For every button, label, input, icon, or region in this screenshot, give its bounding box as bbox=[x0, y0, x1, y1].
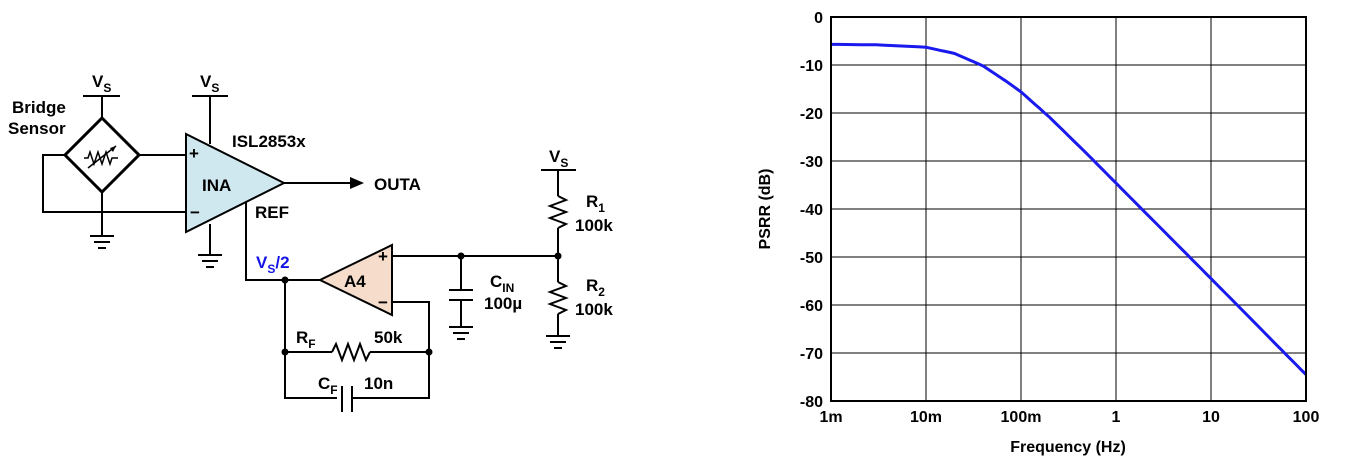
ground-icon bbox=[546, 336, 570, 348]
r2-value: 100k bbox=[575, 300, 613, 319]
vs-half-label: VS/2 bbox=[256, 253, 290, 276]
ina-part-number: ISL2853x bbox=[232, 132, 306, 151]
ref-label: REF bbox=[255, 203, 289, 222]
ground-icon bbox=[90, 236, 114, 248]
x-axis-title: Frequency (Hz) bbox=[1010, 439, 1126, 456]
x-tick-label: 10 bbox=[1202, 409, 1220, 426]
cf-capacitor bbox=[342, 386, 352, 412]
bridge-sensor bbox=[65, 118, 139, 192]
cin-value: 100µ bbox=[484, 294, 522, 313]
cin-capacitor bbox=[449, 290, 473, 300]
cf-value: 10n bbox=[364, 374, 393, 393]
a4-minus-sign: − bbox=[378, 293, 388, 312]
rf-value: 50k bbox=[374, 328, 403, 347]
x-tick-label: 100m bbox=[1001, 409, 1042, 426]
ina-plus-sign: + bbox=[189, 144, 199, 163]
a4-plus-sign: + bbox=[378, 247, 388, 266]
y-tick-label: -30 bbox=[800, 154, 823, 171]
ina-minus-sign: − bbox=[190, 203, 200, 222]
output-label: OUTA bbox=[374, 175, 421, 194]
rf-label: RF bbox=[296, 328, 316, 351]
x-tick-label: 1m bbox=[819, 409, 842, 426]
a4-label: A4 bbox=[344, 272, 366, 291]
cin-label: CIN bbox=[490, 272, 514, 295]
x-tick-label: 10m bbox=[910, 409, 942, 426]
y-tick-label: 0 bbox=[814, 10, 823, 27]
y-tick-label: -60 bbox=[800, 298, 823, 315]
y-tick-labels: 0-10-20-30-40-50-60-70-80 bbox=[800, 10, 823, 411]
y-tick-label: -40 bbox=[800, 202, 823, 219]
x-tick-label: 100 bbox=[1293, 409, 1320, 426]
vs-label-bridge: VS bbox=[92, 72, 111, 95]
cf-label: CF bbox=[318, 374, 338, 397]
bridge-label-1: Bridge bbox=[12, 98, 66, 117]
r1-label: R1 bbox=[586, 192, 605, 215]
arrow-right-icon bbox=[350, 177, 364, 189]
y-tick-label: -20 bbox=[800, 106, 823, 123]
r1-resistor bbox=[550, 196, 566, 228]
rf-resistor bbox=[332, 344, 370, 360]
ground-icon bbox=[449, 327, 473, 339]
psrr-chart: 0-10-20-30-40-50-60-70-80 1m 10m 100m 1 10 10… bbox=[740, 0, 1346, 461]
bridge-label-2: Sensor bbox=[8, 119, 66, 138]
r2-resistor bbox=[550, 282, 566, 314]
circuit-schematic: Bridge Sensor VS VS + − INA ISL2853x OUT… bbox=[0, 0, 700, 461]
chart-grid bbox=[831, 17, 1306, 401]
y-tick-label: -70 bbox=[800, 346, 823, 363]
r1-value: 100k bbox=[575, 216, 613, 235]
ina-label: INA bbox=[202, 176, 231, 195]
x-tick-labels: 1m 10m 100m 1 10 100 bbox=[819, 409, 1319, 426]
y-tick-label: -10 bbox=[800, 58, 823, 75]
x-tick-label: 1 bbox=[1112, 409, 1121, 426]
y-axis-title: PSRR (dB) bbox=[757, 169, 774, 250]
vs-label-divider: VS bbox=[549, 147, 568, 170]
ground-icon bbox=[198, 255, 222, 267]
vs-label-ina: VS bbox=[200, 72, 219, 95]
y-tick-label: -50 bbox=[800, 250, 823, 267]
r2-label: R2 bbox=[586, 276, 605, 299]
